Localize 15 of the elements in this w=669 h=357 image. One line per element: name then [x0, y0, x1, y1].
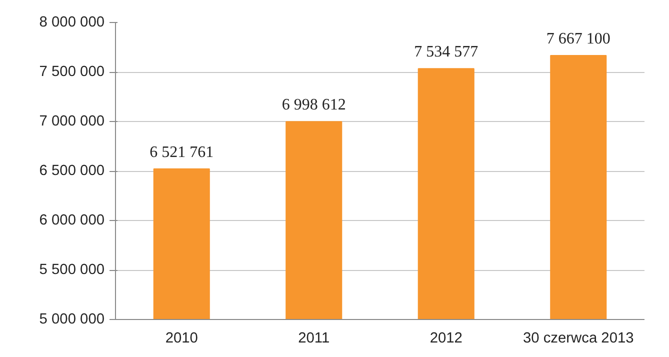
data-label: 7 667 100: [546, 30, 610, 48]
y-tick-label: 6 000 000: [39, 212, 104, 228]
x-tick-label: 30 czerwca 2013: [522, 330, 634, 346]
y-tick-label: 6 500 000: [39, 163, 104, 179]
y-tick-label: 7 500 000: [39, 64, 104, 80]
y-tick-label: 7 000 000: [39, 114, 104, 130]
y-tick-label: 8 000 000: [39, 14, 104, 30]
x-tick-label: 2010: [165, 330, 198, 346]
y-tick-label: 5 000 000: [39, 312, 104, 328]
y-tick-label: 5 500 000: [39, 262, 104, 278]
x-tick-label: 2011: [298, 330, 330, 346]
data-label: 6 998 612: [282, 96, 346, 114]
x-tick-label: 2012: [430, 330, 462, 346]
data-label: 7 534 577: [414, 44, 478, 61]
data-label: 6 521 761: [150, 144, 214, 161]
